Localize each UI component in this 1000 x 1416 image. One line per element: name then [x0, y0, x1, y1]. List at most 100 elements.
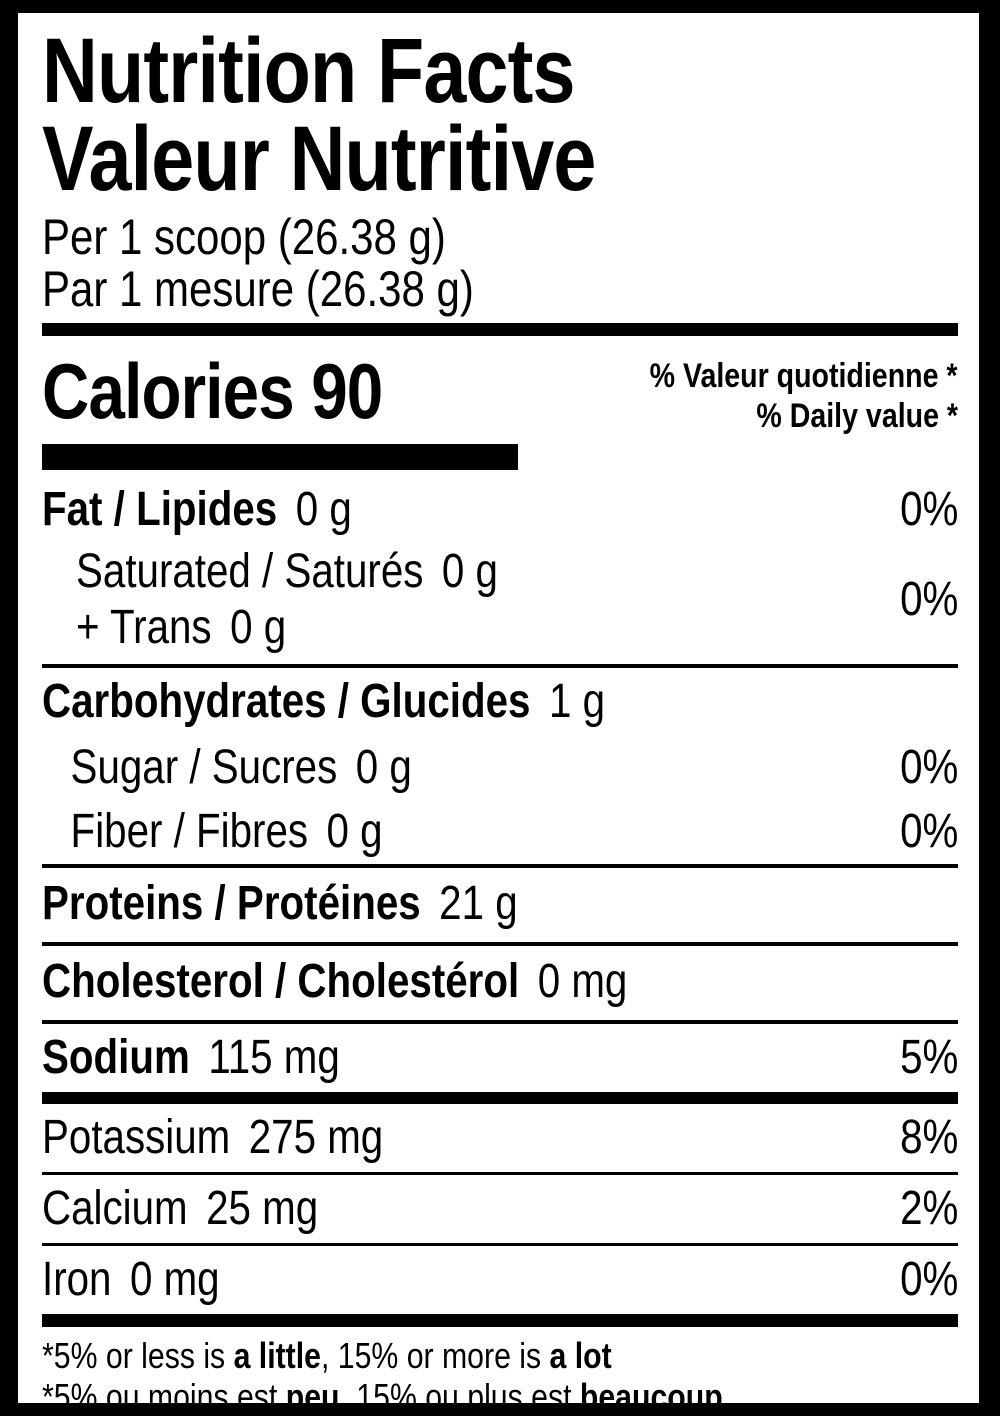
- fiber-label: Fiber / Fibres: [70, 805, 309, 858]
- fiber-value: 0 g: [326, 805, 383, 858]
- footnote-fr-bold2: beaucoup: [579, 1376, 723, 1403]
- footnote-en-bold1: a little: [233, 1335, 321, 1376]
- saturated-trans-lines: Saturated / Saturés 0 g + Trans 0 g: [42, 544, 578, 656]
- trans-line: + Trans 0 g: [76, 600, 578, 656]
- title-fr: Valeur Nutritive: [42, 108, 958, 210]
- potassium-percent: 8%: [899, 1111, 958, 1164]
- daily-value-header-fr: % Valeur quotidienne *: [591, 356, 958, 396]
- fiber-percent: 0%: [899, 805, 958, 858]
- footnote-fr-text: *5% ou moins est peu, 15% ou plus est be…: [42, 1376, 723, 1403]
- iron-value: 0 mg: [129, 1253, 220, 1306]
- serving-size-en: Per 1 scoop (26.38 g): [42, 211, 958, 263]
- footnote-fr-part1: *5% ou moins est: [42, 1376, 286, 1403]
- saturated-label: Saturated / Saturés: [76, 545, 424, 598]
- potassium-label: Potassium: [42, 1111, 231, 1164]
- saturated-line: Saturated / Saturés 0 g: [76, 544, 578, 600]
- row-divider: [42, 1020, 958, 1024]
- trans-value: 0 g: [230, 601, 287, 654]
- footnote-en-part1: *5% or less is: [42, 1335, 234, 1376]
- carbohydrates-label: Carbohydrates / Glucides: [42, 675, 531, 728]
- row-divider: [42, 1172, 958, 1175]
- potassium-value: 275 mg: [248, 1111, 384, 1164]
- daily-value-header: % Valeur quotidienne * % Daily value *: [591, 350, 958, 436]
- trans-label: + Trans: [76, 601, 212, 654]
- carbohydrates-text: Carbohydrates / Glucides 1 g: [42, 674, 605, 730]
- sugar-value: 0 g: [355, 741, 412, 794]
- sugar-percent: 0%: [899, 741, 958, 794]
- nutrient-row-iron: Iron 0 mg 0%: [42, 1246, 958, 1314]
- footnote-fr: *5% ou moins est peu, 15% ou plus est be…: [42, 1376, 958, 1403]
- header-thick-divider: [42, 323, 958, 336]
- row-divider: [42, 1243, 958, 1246]
- nutrient-row-fat: Fat / Lipides 0 g 0%: [42, 478, 958, 542]
- footnote-en-text: *5% or less is a little, 15% or more is …: [42, 1335, 612, 1376]
- calories-section: Calories 90 % Valeur quotidienne * % Dai…: [42, 336, 958, 440]
- calories-heading: Calories 90: [42, 350, 447, 432]
- footnote-en: *5% or less is a little, 15% or more is …: [42, 1335, 958, 1376]
- footnote-thick-divider: [42, 1314, 958, 1327]
- footnote-en-bold2: a lot: [549, 1335, 612, 1376]
- fat-text: Fat / Lipides 0 g: [42, 482, 352, 538]
- title-en-text: Nutrition Facts: [42, 20, 576, 122]
- footnote: *5% or less is a little, 15% or more is …: [42, 1327, 958, 1403]
- daily-value-header-en: % Daily value *: [591, 396, 958, 436]
- calories-text: Calories 90: [42, 347, 383, 435]
- cholesterol-value: 0 mg: [537, 955, 628, 1008]
- proteins-label: Proteins / Protéines: [42, 877, 421, 930]
- nutrient-row-saturated-trans: Saturated / Saturés 0 g + Trans 0 g 0%: [42, 542, 958, 664]
- daily-value-header-fr-text: % Valeur quotidienne *: [650, 357, 958, 395]
- proteins-value: 21 g: [439, 877, 518, 930]
- fat-percent: 0%: [899, 483, 958, 536]
- calories-value: 90: [311, 347, 383, 435]
- calories-label: Calories: [42, 347, 295, 435]
- serving-size-fr: Par 1 mesure (26.38 g): [42, 263, 958, 315]
- sodium-label: Sodium: [42, 1031, 190, 1084]
- serving-info: Per 1 scoop (26.38 g) Par 1 mesure (26.3…: [42, 211, 958, 315]
- daily-value-header-en-text: % Daily value *: [756, 397, 958, 435]
- nutrient-row-sugar: Sugar / Sucres 0 g 0%: [42, 736, 958, 800]
- proteins-text: Proteins / Protéines 21 g: [42, 876, 518, 932]
- nutrient-row-sodium: Sodium 115 mg 5%: [42, 1024, 958, 1092]
- cholesterol-label: Cholesterol / Cholestérol: [42, 955, 520, 1008]
- potassium-text: Potassium 275 mg: [42, 1110, 383, 1166]
- serving-size-en-text: Per 1 scoop (26.38 g): [42, 209, 446, 265]
- calcium-label: Calcium: [42, 1182, 188, 1235]
- saturated-trans-percent: 0%: [899, 573, 958, 626]
- row-divider: [42, 664, 958, 668]
- sodium-percent: 5%: [899, 1031, 958, 1084]
- calcium-percent: 2%: [899, 1182, 958, 1235]
- cholesterol-text: Cholesterol / Cholestérol 0 mg: [42, 954, 627, 1010]
- calcium-text: Calcium 25 mg: [42, 1181, 318, 1237]
- iron-percent: 0%: [899, 1253, 958, 1306]
- nutrient-row-cholesterol: Cholesterol / Cholestérol 0 mg: [42, 946, 958, 1020]
- sodium-value: 115 mg: [208, 1031, 340, 1084]
- nutrient-row-proteins: Proteins / Protéines 21 g: [42, 868, 958, 942]
- calories-underline-bar: [42, 444, 518, 470]
- nutrient-row-fiber: Fiber / Fibres 0 g 0%: [42, 800, 958, 864]
- sodium-text: Sodium 115 mg: [42, 1030, 340, 1086]
- fat-label: Fat / Lipides: [42, 483, 278, 536]
- iron-text: Iron 0 mg: [42, 1252, 220, 1308]
- sodium-thick-divider: [42, 1092, 958, 1104]
- title-fr-text: Valeur Nutritive: [42, 108, 596, 210]
- title-en: Nutrition Facts: [42, 20, 958, 122]
- carbohydrates-value: 1 g: [548, 675, 606, 728]
- calcium-value: 25 mg: [206, 1182, 319, 1235]
- nutrient-row-potassium: Potassium 275 mg 8%: [42, 1104, 958, 1172]
- saturated-text: Saturated / Saturés 0 g: [76, 544, 498, 600]
- footnote-fr-part2: , 15% ou plus est: [339, 1376, 580, 1403]
- label-panel: Nutrition Facts Valeur Nutritive Per 1 s…: [18, 13, 979, 1403]
- nutrient-row-carbohydrates: Carbohydrates / Glucides 1 g: [42, 668, 958, 736]
- saturated-value: 0 g: [441, 545, 498, 598]
- row-divider: [42, 864, 958, 868]
- sugar-text: Sugar / Sucres 0 g: [42, 740, 412, 796]
- sugar-label: Sugar / Sucres: [70, 741, 338, 794]
- serving-size-fr-text: Par 1 mesure (26.38 g): [42, 261, 474, 317]
- iron-label: Iron: [42, 1253, 112, 1306]
- nutrient-row-calcium: Calcium 25 mg 2%: [42, 1175, 958, 1243]
- row-divider: [42, 942, 958, 946]
- footnote-en-part2: , 15% or more is: [320, 1335, 550, 1376]
- footnote-fr-bold1: peu: [285, 1376, 340, 1403]
- fiber-text: Fiber / Fibres 0 g: [42, 804, 383, 860]
- trans-text: + Trans 0 g: [76, 600, 286, 656]
